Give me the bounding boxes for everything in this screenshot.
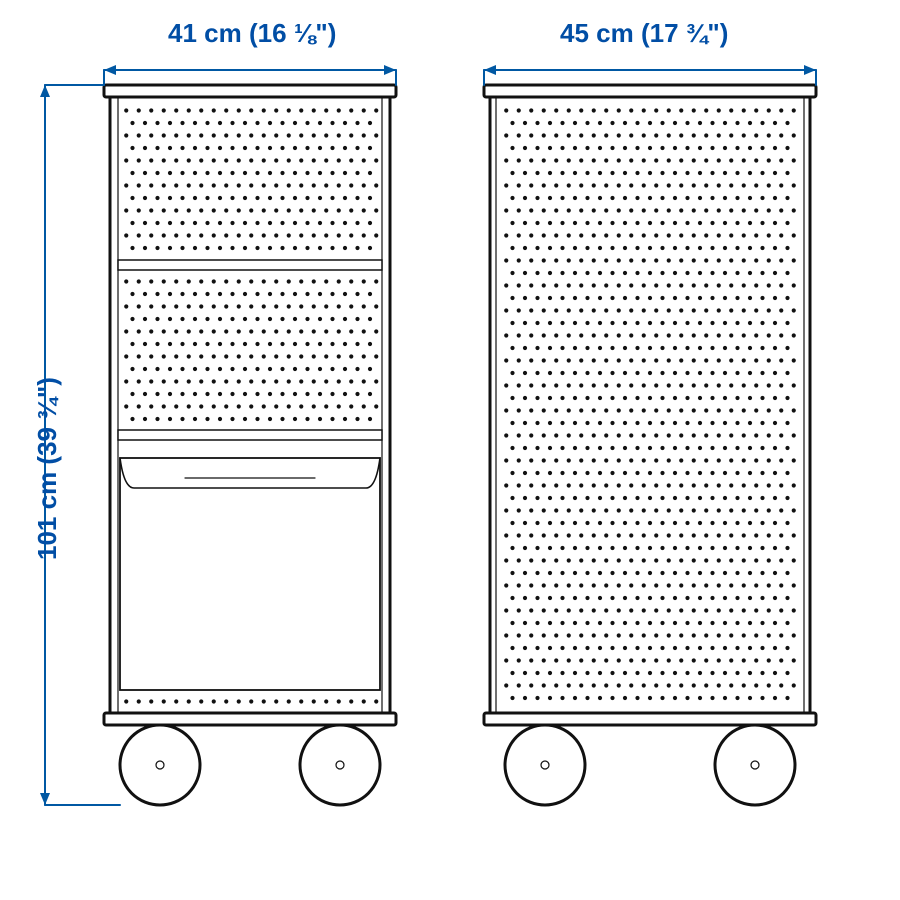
front-view [104, 65, 396, 805]
dimension-drawing: 41 cm (16 ⅛") 45 cm (17 ¾") 101 cm (39 ¾… [0, 0, 900, 900]
width-front-label: 41 cm (16 ⅛") [168, 18, 336, 49]
drawing-svg [0, 0, 900, 900]
width-side-label: 45 cm (17 ¾") [560, 18, 728, 49]
side-view [484, 65, 816, 805]
height-label: 101 cm (39 ¾") [32, 377, 63, 560]
